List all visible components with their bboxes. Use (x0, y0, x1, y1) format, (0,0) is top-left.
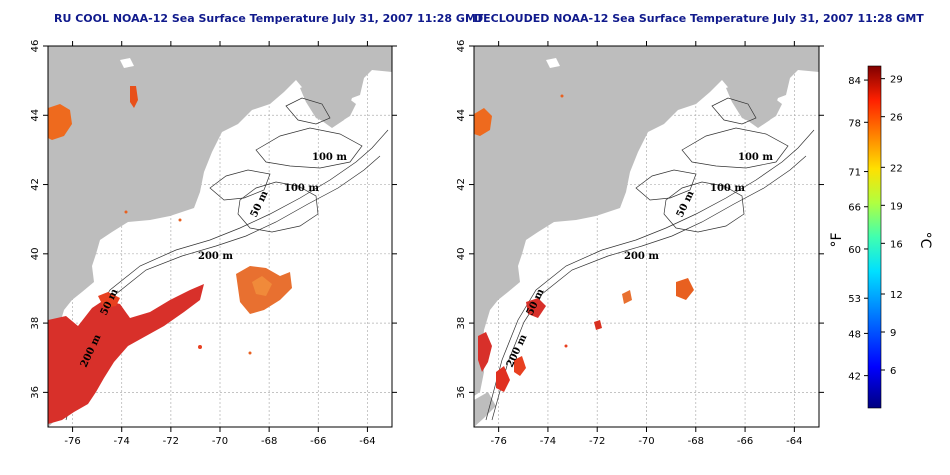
x-tick-label: -74 (540, 436, 556, 447)
land-mass (474, 46, 819, 396)
y-tick-label: 42 (30, 178, 41, 191)
x-tick-label: -66 (310, 436, 326, 447)
y-tick-label: 40 (30, 247, 41, 260)
y-tick-label: 46 (456, 40, 467, 53)
x-tick-label: -68 (688, 436, 704, 447)
y-tick-label: 44 (30, 109, 41, 122)
x-tick-label: -72 (163, 436, 179, 447)
x-tick-label: -76 (64, 436, 80, 447)
y-tick-label: 42 (456, 178, 467, 191)
map-panel-declouded: 100 m 100 m 50 m 200 m 200 m 50 m -76 -74… (456, 40, 824, 447)
y-tick-label: 36 (30, 386, 41, 399)
fahrenheit-tick-label: 78 (848, 118, 861, 129)
temperature-colorbar: 29 26 22 19 16 12 9 6 84 78 71 66 60 53 48 42 °F °C (829, 65, 933, 409)
isobath-label: 200 m (198, 251, 233, 262)
y-tick-label: 38 (30, 317, 41, 330)
fahrenheit-tick-label: 71 (848, 168, 861, 179)
fahrenheit-tick-label: 60 (848, 245, 861, 256)
panel-title-declouded: DECLOUDED NOAA-12 Sea Surface Temperatur… (474, 12, 924, 25)
fahrenheit-tick-label: 42 (848, 372, 861, 383)
fahrenheit-tick-label: 66 (848, 203, 861, 214)
panel-title-raw: RU COOL NOAA-12 Sea Surface Temperature … (54, 12, 484, 25)
land-mass-nova-scotia (300, 82, 356, 126)
y-tick-label: 36 (456, 386, 467, 399)
x-tick-label: -72 (589, 436, 605, 447)
celsius-tick-label: 19 (890, 201, 903, 212)
land-mass-lower-shore (474, 392, 496, 427)
y-tick-label: 40 (456, 247, 467, 260)
x-tick-label: -68 (261, 436, 277, 447)
isobath-contours (485, 97, 815, 421)
isobath-label: 100 m (312, 152, 347, 163)
x-tick-label: -70 (212, 436, 228, 447)
x-tick-label: -64 (359, 436, 375, 447)
y-tick-label: 46 (30, 40, 41, 53)
x-tick-label: -74 (114, 436, 130, 447)
celsius-tick-label: 22 (890, 163, 903, 174)
isobath-label: 200 m (624, 251, 659, 262)
lake (546, 58, 560, 68)
y-tick-label: 38 (456, 317, 467, 330)
celsius-tick-label: 29 (890, 75, 903, 86)
land-mass (48, 46, 392, 396)
celsius-tick-label: 9 (890, 328, 896, 339)
sst-data-raw (48, 86, 292, 424)
fahrenheit-tick-label: 53 (848, 294, 861, 305)
land-mass-nova-scotia (726, 82, 782, 126)
x-tick-label: -66 (737, 436, 753, 447)
fahrenheit-tick-label: 48 (848, 329, 861, 340)
x-tick-label: -64 (786, 436, 802, 447)
axis-ticks: -76 -74 -72 -70 -68 -66 -64 36 38 40 42 44 46 (30, 40, 397, 447)
fahrenheit-unit-label: °F (829, 232, 845, 247)
axis-ticks: -76 -74 -72 -70 -68 -66 -64 36 38 40 42 44 46 (456, 40, 824, 447)
x-tick-label: -70 (638, 436, 654, 447)
fahrenheit-tick-label: 84 (848, 76, 861, 87)
celsius-tick-label: 6 (890, 366, 896, 377)
y-tick-label: 44 (456, 109, 467, 122)
lake (120, 58, 134, 68)
celsius-tick-label: 16 (890, 239, 903, 250)
celsius-tick-label: 12 (890, 290, 903, 301)
x-tick-label: -76 (490, 436, 506, 447)
isobath-label: 100 m (284, 183, 319, 194)
isobath-label: 100 m (738, 152, 773, 163)
celsius-tick-label: 26 (890, 113, 903, 124)
isobath-label: 100 m (710, 183, 745, 194)
sst-data-declouded (474, 94, 694, 392)
colorbar-ticks: 29 26 22 19 16 12 9 6 84 78 71 66 60 53 48 42 (848, 75, 902, 383)
map-panel-raw: 100 m 100 m 50 m 200 m 200 m 50 m -76 -74… (30, 40, 397, 447)
celsius-unit-label: °C (917, 232, 933, 249)
colorbar-gradient (867, 65, 882, 409)
